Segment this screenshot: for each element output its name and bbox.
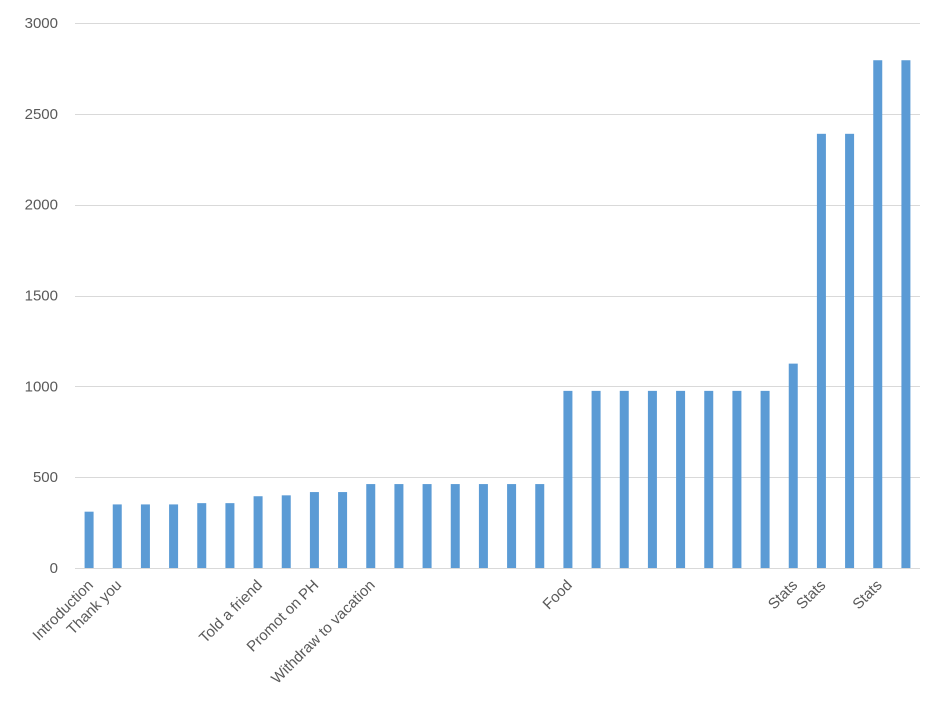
bar bbox=[647, 390, 657, 568]
bar bbox=[225, 503, 235, 568]
bar bbox=[535, 484, 545, 568]
bar bbox=[338, 492, 348, 568]
bar bbox=[676, 390, 686, 568]
y-tick-label: 0 bbox=[50, 560, 58, 577]
y-tick-label: 3000 bbox=[25, 15, 58, 32]
x-category-label: Stats bbox=[849, 577, 885, 613]
x-category-label: Food bbox=[540, 577, 576, 613]
bar bbox=[845, 133, 855, 569]
bar bbox=[563, 390, 573, 568]
bar bbox=[816, 133, 826, 569]
bar bbox=[873, 60, 883, 568]
bar bbox=[281, 495, 291, 568]
y-tick-label: 2000 bbox=[25, 197, 58, 214]
bar bbox=[84, 511, 94, 568]
bar bbox=[112, 504, 122, 568]
x-category-label: Stats bbox=[793, 577, 829, 613]
bar bbox=[309, 492, 319, 568]
bar bbox=[704, 390, 714, 568]
y-tick-label: 2500 bbox=[25, 106, 58, 123]
y-tick-label: 1500 bbox=[25, 288, 58, 305]
y-tick-label: 500 bbox=[33, 469, 58, 486]
x-category-label: Withdraw to vacation bbox=[268, 577, 378, 687]
bar bbox=[507, 484, 517, 568]
bar bbox=[619, 390, 629, 568]
bars bbox=[84, 60, 911, 569]
bar bbox=[591, 390, 601, 568]
bar bbox=[140, 504, 150, 568]
bar bbox=[197, 503, 207, 568]
bar bbox=[788, 363, 798, 568]
bar bbox=[394, 484, 404, 568]
bar bbox=[450, 484, 460, 568]
y-axis-tick-labels: 0 500 1000 1500 2000 2500 3000 bbox=[25, 15, 58, 577]
gridlines bbox=[75, 23, 920, 569]
bar bbox=[366, 484, 376, 568]
bar bbox=[732, 390, 742, 568]
bar bbox=[422, 484, 432, 568]
bar bbox=[253, 496, 263, 568]
x-category-label: Stats bbox=[765, 577, 801, 613]
y-tick-label: 1000 bbox=[25, 378, 58, 395]
bar bbox=[478, 484, 488, 568]
bar bbox=[760, 390, 770, 568]
bar bbox=[169, 504, 179, 568]
bar bbox=[901, 60, 911, 568]
